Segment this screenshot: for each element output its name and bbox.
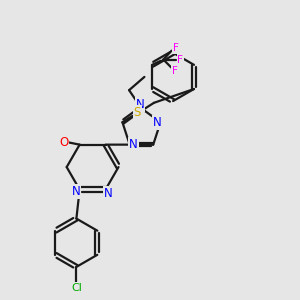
Text: F: F bbox=[172, 66, 178, 76]
Text: N: N bbox=[103, 187, 112, 200]
Text: Cl: Cl bbox=[71, 283, 82, 293]
Text: S: S bbox=[134, 106, 141, 119]
Text: N: N bbox=[153, 116, 161, 129]
Text: N: N bbox=[72, 185, 80, 198]
Text: N: N bbox=[129, 138, 138, 151]
Text: F: F bbox=[178, 55, 183, 64]
Text: F: F bbox=[173, 44, 178, 53]
Text: O: O bbox=[59, 136, 68, 149]
Text: N: N bbox=[136, 98, 144, 111]
